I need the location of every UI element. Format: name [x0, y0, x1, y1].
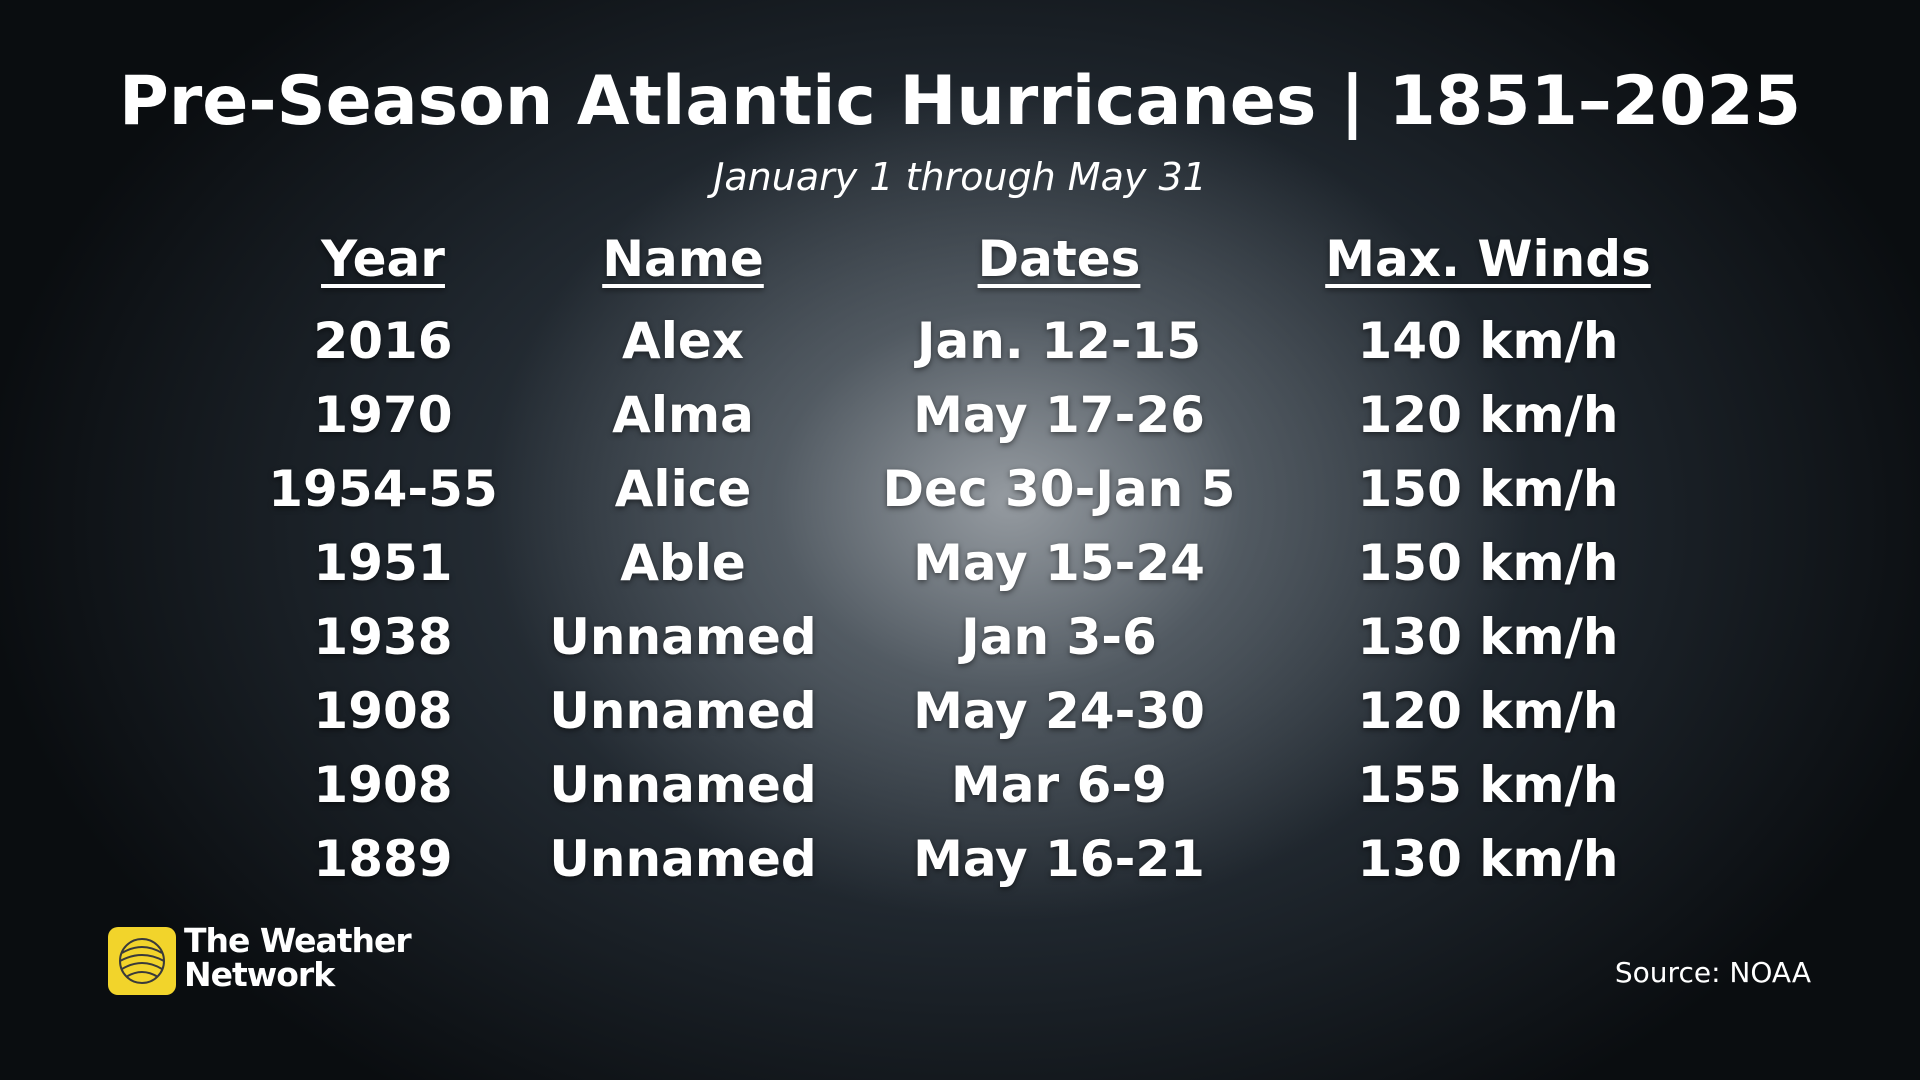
- table-cell: 2016: [313, 312, 453, 370]
- column-header: Year: [321, 230, 445, 288]
- table-cell: Jan 3-6: [961, 608, 1157, 666]
- table-cell: 1970: [313, 386, 453, 444]
- table-cell: 155 km/h: [1357, 756, 1619, 814]
- table-cell: Jan. 12-15: [916, 312, 1202, 370]
- table-cell: 150 km/h: [1357, 534, 1619, 592]
- table-cell: Alex: [622, 312, 744, 370]
- table-cell: Mar 6-9: [951, 756, 1167, 814]
- column-header: Dates: [977, 230, 1141, 288]
- table-cell: 1908: [313, 756, 453, 814]
- table-cell: Dec 30-Jan 5: [882, 460, 1236, 518]
- table-cell: 140 km/h: [1357, 312, 1619, 370]
- column-header: Name: [602, 230, 764, 288]
- table-cell: 1954-55: [268, 460, 498, 518]
- source: Source: NOAA: [1614, 956, 1811, 989]
- table-cell: 120 km/h: [1357, 386, 1619, 444]
- logo-line: Network: [184, 955, 335, 994]
- table-cell: 130 km/h: [1357, 830, 1619, 888]
- title: Pre-Season Atlantic Hurricanes | 1851–20…: [118, 62, 1802, 141]
- table-cell: May 16-21: [913, 830, 1205, 888]
- table-cell: 1938: [313, 608, 453, 666]
- table-cell: 1908: [313, 682, 453, 740]
- table-cell: Able: [620, 534, 746, 592]
- table-cell: 120 km/h: [1357, 682, 1619, 740]
- logo-icon: [108, 927, 176, 995]
- subtitle: January 1 through May 31: [713, 155, 1207, 199]
- table-cell: 1951: [313, 534, 453, 592]
- table-cell: 1889: [313, 830, 453, 888]
- table-cell: Unnamed: [549, 830, 817, 888]
- table-cell: 150 km/h: [1357, 460, 1619, 518]
- table-cell: Unnamed: [549, 608, 817, 666]
- table-cell: Unnamed: [549, 756, 817, 814]
- table-cell: Alice: [614, 460, 752, 518]
- table-cell: May 24-30: [913, 682, 1205, 740]
- column-header: Max. Winds: [1325, 230, 1651, 288]
- table-cell: Alma: [612, 386, 754, 444]
- logo-line: The Weather: [184, 921, 412, 960]
- table-cell: Unnamed: [549, 682, 817, 740]
- table-cell: 130 km/h: [1357, 608, 1619, 666]
- logo-text: The Weather Network: [184, 921, 412, 994]
- table-cell: May 17-26: [913, 386, 1205, 444]
- table-cell: May 15-24: [913, 534, 1205, 592]
